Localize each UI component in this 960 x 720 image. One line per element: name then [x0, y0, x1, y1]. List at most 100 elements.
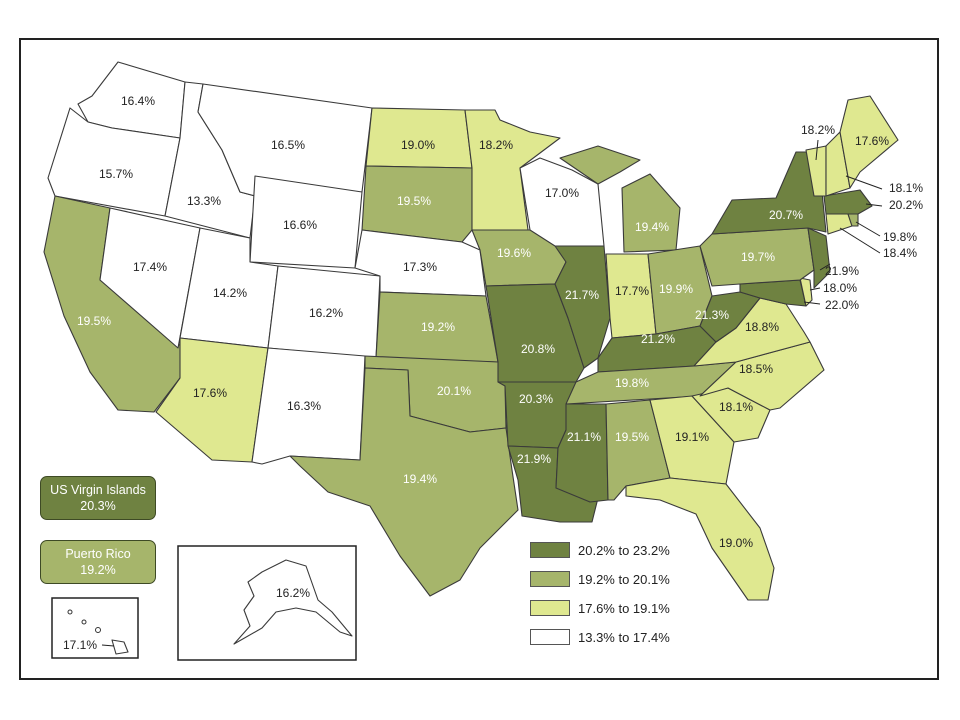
state-maine — [839, 95, 899, 189]
state-new-jersey — [807, 227, 831, 289]
state-label-wy: 16.6% — [283, 218, 317, 232]
state-florida — [625, 477, 775, 601]
state-label-il: 21.7% — [565, 288, 599, 302]
state-label-al: 19.5% — [615, 430, 649, 444]
hawaii-island-kauai — [67, 609, 73, 615]
state-wisconsin — [519, 157, 605, 247]
state-label-fl: 19.0% — [719, 536, 753, 550]
state-label-wi: 17.0% — [545, 186, 579, 200]
state-label-in: 17.7% — [615, 284, 649, 298]
state-label-ma: 20.2% — [889, 198, 923, 212]
state-label-ny: 20.7% — [769, 208, 803, 222]
state-label-tx: 19.4% — [403, 472, 437, 486]
state-label-mn: 18.2% — [479, 138, 513, 152]
state-labels-layer: 16.4% 15.7% 13.3% 16.5% 16.6% 19.5% 17.4% 14.2%… — [63, 94, 923, 652]
state-michigan — [559, 145, 681, 253]
state-label-ms: 21.1% — [567, 430, 601, 444]
puerto-rico-name: Puerto Rico — [65, 547, 131, 561]
callout-line-hi — [101, 644, 115, 647]
state-label-nj: 21.9% — [825, 264, 859, 278]
us-virgin-islands-value: 20.3% — [80, 499, 116, 513]
legend-item: 13.3% to 17.4% — [530, 629, 730, 647]
state-label-mt: 16.5% — [271, 138, 305, 152]
state-label-ca: 19.5% — [77, 314, 111, 328]
callout-line-ct — [839, 227, 881, 254]
states-layer — [43, 61, 899, 601]
state-georgia — [649, 395, 735, 485]
state-label-co: 16.2% — [309, 306, 343, 320]
state-label-tn: 19.8% — [615, 376, 649, 390]
callout-line-de — [809, 287, 821, 291]
callout-line-nh — [845, 175, 883, 190]
state-label-va: 18.8% — [745, 320, 779, 334]
callout-lines — [101, 139, 883, 647]
state-texas — [289, 367, 519, 597]
hawaii-island-oahu — [81, 619, 87, 625]
callout-line-md — [803, 301, 821, 305]
us-virgin-islands-box: US Virgin Islands 20.3% — [40, 476, 156, 520]
hawaii-island-maui — [95, 627, 101, 633]
state-label-oh: 19.9% — [659, 282, 693, 296]
state-south-dakota — [361, 165, 473, 243]
state-label-ut: 14.2% — [213, 286, 247, 300]
state-label-sd: 19.5% — [397, 194, 431, 208]
state-label-ky: 21.2% — [641, 332, 675, 346]
state-label-mo: 20.8% — [521, 342, 555, 356]
state-minnesota — [464, 109, 561, 231]
state-label-nd: 19.0% — [401, 138, 435, 152]
state-nevada — [99, 207, 201, 349]
state-label-nv: 17.4% — [133, 260, 167, 274]
state-label-ia: 19.6% — [497, 246, 531, 260]
state-label-ri: 19.8% — [883, 230, 917, 244]
state-label-me: 17.6% — [855, 134, 889, 148]
state-label-mi: 19.4% — [635, 220, 669, 234]
callout-line-ma — [865, 203, 883, 207]
state-label-la: 21.9% — [517, 452, 551, 466]
state-illinois — [554, 245, 611, 369]
state-label-id: 13.3% — [187, 194, 221, 208]
state-label-nh: 18.1% — [889, 181, 923, 195]
callout-line-nj — [819, 263, 831, 271]
state-label-nm: 16.3% — [287, 399, 321, 413]
legend-item: 20.2% to 23.2% — [530, 542, 730, 560]
state-label-ga: 19.1% — [675, 430, 709, 444]
state-hawaii — [111, 639, 129, 655]
state-label-az: 17.6% — [193, 386, 227, 400]
callout-line-ri — [855, 221, 881, 237]
state-label-ks: 19.2% — [421, 320, 455, 334]
state-label-hi: 17.1% — [63, 638, 97, 652]
state-label-de: 18.0% — [823, 281, 857, 295]
state-label-ct: 18.4% — [883, 246, 917, 260]
puerto-rico-box: Puerto Rico 19.2% — [40, 540, 156, 584]
state-label-vt: 18.2% — [801, 123, 835, 137]
legend-label: 20.2% to 23.2% — [578, 543, 670, 558]
state-delaware — [799, 277, 813, 307]
us-virgin-islands-name: US Virgin Islands — [50, 483, 146, 497]
legend-label: 19.2% to 20.1% — [578, 572, 670, 587]
state-massachusetts — [823, 189, 873, 215]
state-label-ok: 20.1% — [437, 384, 471, 398]
state-label-nc: 18.5% — [739, 362, 773, 376]
state-label-pa: 19.7% — [741, 250, 775, 264]
state-alaska — [233, 559, 353, 645]
callout-line-vt — [815, 139, 819, 161]
state-label-sc: 18.1% — [719, 400, 753, 414]
legend-item: 19.2% to 20.1% — [530, 571, 730, 589]
state-label-ne: 17.3% — [403, 260, 437, 274]
legend-swatch — [530, 629, 570, 645]
legend-label: 17.6% to 19.1% — [578, 601, 670, 616]
state-label-md: 22.0% — [825, 298, 859, 312]
legend-swatch — [530, 600, 570, 616]
state-label-wv: 21.3% — [695, 308, 729, 322]
legend-swatch — [530, 571, 570, 587]
puerto-rico-value: 19.2% — [80, 563, 116, 577]
state-connecticut — [825, 213, 853, 235]
state-label-ak: 16.2% — [276, 586, 310, 600]
legend-item: 17.6% to 19.1% — [530, 600, 730, 618]
state-label-ar: 20.3% — [519, 392, 553, 406]
legend-label: 13.3% to 17.4% — [578, 630, 670, 645]
state-label-wa: 16.4% — [121, 94, 155, 108]
legend-swatch — [530, 542, 570, 558]
state-label-or: 15.7% — [99, 167, 133, 181]
